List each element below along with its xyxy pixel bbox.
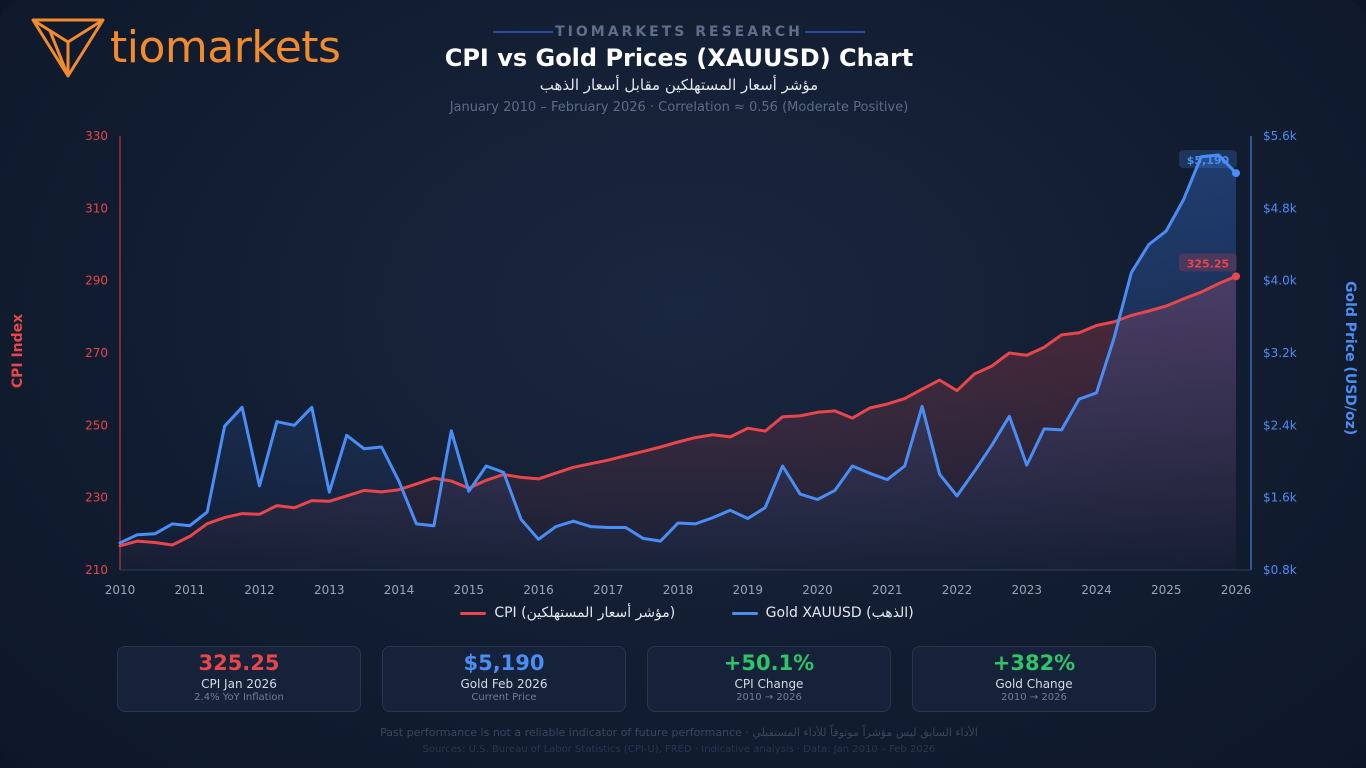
legend-swatch-gold (731, 611, 758, 615)
brand-logo[interactable]: tiomarkets (30, 16, 370, 80)
tio-triangle-logo-icon (31, 18, 105, 78)
chart-lines (118, 153, 1238, 548)
kicker-rule-right (805, 31, 865, 33)
stat-value: $5,190 (463, 651, 545, 675)
brand-name: tiomarkets (110, 22, 341, 73)
sources-note: Sources: U.S. Bureau of Labor Statistics… (422, 744, 936, 755)
legend-swatch-cpi (460, 611, 487, 615)
stat-label: CPI Jan 2026 (201, 677, 277, 691)
x-axis-tick-label: 2017 (593, 583, 624, 597)
y-axis-left-tick-label: 310 (85, 201, 108, 215)
series-endpoint-cpi (1232, 272, 1240, 281)
x-axis-tick-label: 2026 (1221, 583, 1252, 597)
y-axis-left-label: CPI Index (10, 313, 26, 389)
x-axis-tick-label: 2010 (105, 583, 136, 597)
chart-legend: CPI (مؤشر أسعار المستهلكين) Gold XAUUSD … (0, 605, 1366, 621)
series-endpoint-gold (1232, 169, 1240, 178)
x-axis-tick-label: 2014 (384, 583, 415, 597)
y-axis-left-tick-label: 270 (85, 346, 108, 360)
x-axis-tick-label: 2025 (1151, 583, 1182, 597)
x-axis-tick-label: 2023 (1011, 583, 1042, 597)
stat-sub: 2010 → 2026 (1001, 692, 1067, 703)
kicker-rule-left (493, 31, 553, 33)
x-axis-tick-label: 2012 (244, 583, 275, 597)
x-axis-tick-label: 2021 (872, 583, 903, 597)
y-axis-right-tick-label: $3.2k (1263, 346, 1297, 360)
x-axis-tick-label: 2024 (1081, 583, 1112, 597)
chart-markers: 325.25 $5,190 (1179, 150, 1240, 281)
y-axis-right-tick-label: $1.6k (1263, 491, 1297, 505)
chart-title: CPI vs Gold Prices (XAUUSD) Chart (444, 44, 914, 72)
series-area-gold (120, 155, 1236, 570)
stat-sub: 2010 → 2026 (736, 692, 802, 703)
x-axis-tick-label: 2022 (942, 583, 973, 597)
end-value-label: $5,190 (1187, 154, 1230, 167)
stat-card-cpi: 325.25 CPI Jan 2026 2.4% YoY Inflation (117, 646, 361, 712)
stat-label: CPI Change (734, 677, 804, 691)
stat-value: +382% (992, 651, 1076, 675)
cpi-gold-chart: 330 310 290 270 250 230 210 $5.6k $4.8k $4.0k $3.2… (85, 129, 1297, 597)
y-axis-left-tick-label: 250 (85, 418, 108, 432)
stat-sub: Current Price (471, 692, 537, 703)
stat-card-gold: $5,190 Gold Feb 2026 Current Price (382, 646, 626, 712)
y-axis-right-tick-label: $2.4k (1263, 418, 1297, 432)
x-axis-tick-label: 2020 (802, 583, 833, 597)
y-axis-right-tick-label: $4.0k (1263, 274, 1297, 288)
report-kicker: TIOMARKETS RESEARCH (555, 24, 803, 40)
x-axis-tick-label: 2013 (314, 583, 345, 597)
end-value-badge (1179, 150, 1237, 169)
x-axis-tick-label: 2019 (732, 583, 763, 597)
x-axis-tick-label: 2016 (523, 583, 554, 597)
y-axis-right-tick-label: $0.8k (1263, 563, 1297, 577)
end-value-label: 325.25 (1187, 257, 1229, 270)
x-axis-tick-label: 2011 (174, 583, 205, 597)
stat-sub: 2.4% YoY Inflation (194, 692, 284, 703)
y-axis-left-tick-label: 290 (85, 274, 108, 288)
y-axis-left-tick-label: 210 (85, 563, 108, 577)
chart-axes: 330 310 290 270 250 230 210 $5.6k $4.8k $4.0k $3.2… (85, 129, 1297, 597)
legend-item-cpi[interactable]: CPI (مؤشر أسعار المستهلكين) (460, 605, 675, 621)
x-axis-tick-label: 2018 (663, 583, 694, 597)
y-axis-left-tick-label: 330 (85, 129, 108, 143)
series-line-gold (118, 153, 1238, 545)
legend-item-gold[interactable]: Gold XAUUSD (الذهب) (731, 605, 914, 621)
disclaimer: Past performance is not a reliable indic… (380, 726, 978, 739)
stat-card-cpi-change: +50.1% CPI Change 2010 → 2026 (647, 646, 891, 712)
chart-subtitle-arabic: مؤشر أسعار المستهلكين مقابل أسعار الذهب (539, 76, 819, 94)
y-axis-right-tick-label: $5.6k (1263, 129, 1297, 143)
x-axis-tick-label: 2015 (453, 583, 484, 597)
stat-value: 325.25 (198, 651, 280, 675)
end-value-badge (1179, 253, 1237, 272)
y-axis-left-tick-label: 230 (85, 491, 108, 505)
stat-label: Gold Change (995, 677, 1073, 691)
chart-subtitle: January 2010 – February 2026 · Correlati… (449, 100, 909, 115)
stat-value: +50.1% (723, 651, 815, 675)
stat-card-gold-change: +382% Gold Change 2010 → 2026 (912, 646, 1156, 712)
legend-label-gold: Gold XAUUSD (الذهب) (765, 605, 914, 621)
legend-label-cpi: CPI (مؤشر أسعار المستهلكين) (494, 605, 676, 621)
series-line-cpi (118, 274, 1238, 548)
y-axis-right-label: Gold Price (USD/oz) (1342, 281, 1358, 436)
stat-label: Gold Feb 2026 (460, 677, 548, 691)
y-axis-right-tick-label: $4.8k (1263, 201, 1297, 215)
